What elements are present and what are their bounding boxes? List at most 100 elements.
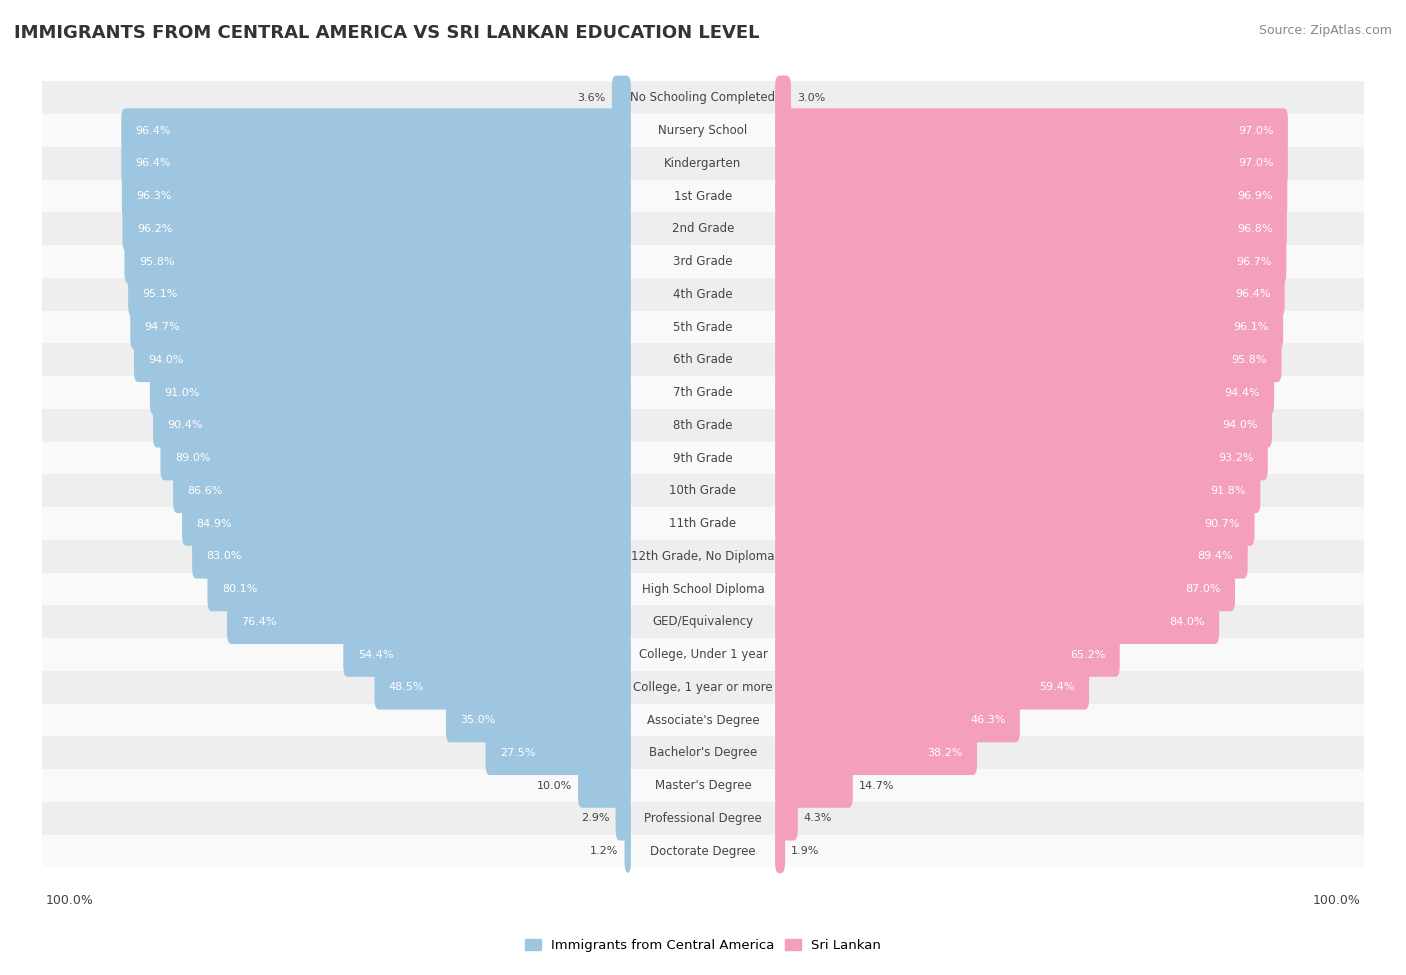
FancyBboxPatch shape bbox=[446, 698, 631, 742]
Text: 87.0%: 87.0% bbox=[1185, 584, 1220, 594]
Text: 10.0%: 10.0% bbox=[537, 781, 572, 791]
FancyBboxPatch shape bbox=[775, 730, 977, 775]
FancyBboxPatch shape bbox=[134, 337, 631, 382]
Text: 2nd Grade: 2nd Grade bbox=[672, 222, 734, 235]
FancyBboxPatch shape bbox=[775, 305, 1284, 349]
Text: 94.4%: 94.4% bbox=[1225, 388, 1260, 398]
Text: 83.0%: 83.0% bbox=[207, 551, 242, 562]
Text: 90.7%: 90.7% bbox=[1205, 519, 1240, 528]
Text: 96.7%: 96.7% bbox=[1236, 256, 1272, 266]
Text: 10th Grade: 10th Grade bbox=[669, 485, 737, 497]
Text: 2.9%: 2.9% bbox=[581, 813, 610, 823]
FancyBboxPatch shape bbox=[775, 272, 1285, 317]
Text: 8th Grade: 8th Grade bbox=[673, 419, 733, 432]
Text: Kindergarten: Kindergarten bbox=[665, 157, 741, 170]
FancyBboxPatch shape bbox=[121, 141, 631, 185]
Text: 96.2%: 96.2% bbox=[136, 224, 173, 234]
Text: 27.5%: 27.5% bbox=[501, 748, 536, 758]
Bar bbox=[30, 572, 1376, 605]
Bar bbox=[30, 82, 1376, 114]
Bar bbox=[30, 736, 1376, 769]
FancyBboxPatch shape bbox=[775, 501, 1254, 546]
Text: 96.3%: 96.3% bbox=[136, 191, 172, 201]
Text: 97.0%: 97.0% bbox=[1237, 158, 1274, 169]
Bar bbox=[30, 801, 1376, 835]
Text: 94.0%: 94.0% bbox=[149, 355, 184, 365]
Text: College, 1 year or more: College, 1 year or more bbox=[633, 681, 773, 694]
Bar bbox=[30, 409, 1376, 442]
FancyBboxPatch shape bbox=[775, 174, 1288, 218]
Text: 91.0%: 91.0% bbox=[165, 388, 200, 398]
FancyBboxPatch shape bbox=[125, 239, 631, 284]
Bar bbox=[30, 147, 1376, 179]
FancyBboxPatch shape bbox=[208, 566, 631, 611]
Text: 9th Grade: 9th Grade bbox=[673, 451, 733, 464]
FancyBboxPatch shape bbox=[374, 665, 631, 710]
Text: 6th Grade: 6th Grade bbox=[673, 353, 733, 367]
Text: 91.8%: 91.8% bbox=[1211, 486, 1246, 496]
Text: 95.1%: 95.1% bbox=[142, 290, 179, 299]
Text: Associate's Degree: Associate's Degree bbox=[647, 714, 759, 726]
FancyBboxPatch shape bbox=[775, 76, 792, 120]
FancyBboxPatch shape bbox=[775, 403, 1272, 448]
Bar bbox=[30, 540, 1376, 572]
FancyBboxPatch shape bbox=[150, 370, 631, 414]
Text: 1st Grade: 1st Grade bbox=[673, 189, 733, 203]
Bar bbox=[30, 704, 1376, 736]
Text: 3rd Grade: 3rd Grade bbox=[673, 255, 733, 268]
FancyBboxPatch shape bbox=[485, 730, 631, 775]
FancyBboxPatch shape bbox=[343, 632, 631, 677]
Text: 4th Grade: 4th Grade bbox=[673, 288, 733, 301]
FancyBboxPatch shape bbox=[183, 501, 631, 546]
FancyBboxPatch shape bbox=[775, 239, 1286, 284]
FancyBboxPatch shape bbox=[775, 829, 785, 874]
Text: 76.4%: 76.4% bbox=[242, 617, 277, 627]
Text: 80.1%: 80.1% bbox=[222, 584, 257, 594]
Text: 96.4%: 96.4% bbox=[136, 158, 172, 169]
Text: 93.2%: 93.2% bbox=[1218, 453, 1253, 463]
Text: IMMIGRANTS FROM CENTRAL AMERICA VS SRI LANKAN EDUCATION LEVEL: IMMIGRANTS FROM CENTRAL AMERICA VS SRI L… bbox=[14, 24, 759, 42]
Text: 90.4%: 90.4% bbox=[167, 420, 202, 430]
FancyBboxPatch shape bbox=[775, 108, 1288, 153]
FancyBboxPatch shape bbox=[775, 469, 1260, 513]
Text: 65.2%: 65.2% bbox=[1070, 649, 1105, 659]
Text: 1.9%: 1.9% bbox=[792, 846, 820, 856]
Text: Bachelor's Degree: Bachelor's Degree bbox=[650, 746, 756, 760]
FancyBboxPatch shape bbox=[121, 108, 631, 153]
Text: 11th Grade: 11th Grade bbox=[669, 517, 737, 530]
Text: 89.0%: 89.0% bbox=[174, 453, 211, 463]
Bar bbox=[30, 507, 1376, 540]
Text: 95.8%: 95.8% bbox=[1232, 355, 1267, 365]
FancyBboxPatch shape bbox=[775, 436, 1268, 481]
FancyBboxPatch shape bbox=[226, 600, 631, 644]
FancyBboxPatch shape bbox=[775, 566, 1234, 611]
FancyBboxPatch shape bbox=[193, 534, 631, 578]
FancyBboxPatch shape bbox=[775, 698, 1019, 742]
FancyBboxPatch shape bbox=[775, 632, 1119, 677]
Bar bbox=[30, 639, 1376, 671]
Text: 84.9%: 84.9% bbox=[197, 519, 232, 528]
Text: GED/Equivalency: GED/Equivalency bbox=[652, 615, 754, 628]
FancyBboxPatch shape bbox=[775, 337, 1281, 382]
FancyBboxPatch shape bbox=[616, 796, 631, 840]
FancyBboxPatch shape bbox=[173, 469, 631, 513]
FancyBboxPatch shape bbox=[775, 796, 797, 840]
Text: High School Diploma: High School Diploma bbox=[641, 582, 765, 596]
FancyBboxPatch shape bbox=[128, 272, 631, 317]
Text: Professional Degree: Professional Degree bbox=[644, 812, 762, 825]
FancyBboxPatch shape bbox=[131, 305, 631, 349]
Text: 5th Grade: 5th Grade bbox=[673, 321, 733, 333]
Bar bbox=[30, 769, 1376, 801]
FancyBboxPatch shape bbox=[775, 534, 1247, 578]
Text: 100.0%: 100.0% bbox=[1312, 894, 1360, 907]
FancyBboxPatch shape bbox=[775, 665, 1090, 710]
Text: 96.4%: 96.4% bbox=[136, 126, 172, 136]
Text: 54.4%: 54.4% bbox=[357, 649, 394, 659]
Text: 97.0%: 97.0% bbox=[1237, 126, 1274, 136]
Text: 12th Grade, No Diploma: 12th Grade, No Diploma bbox=[631, 550, 775, 563]
Text: 96.1%: 96.1% bbox=[1233, 322, 1268, 332]
Text: 14.7%: 14.7% bbox=[859, 781, 894, 791]
Bar bbox=[30, 179, 1376, 213]
FancyBboxPatch shape bbox=[775, 600, 1219, 644]
Text: No Schooling Completed: No Schooling Completed bbox=[630, 92, 776, 104]
